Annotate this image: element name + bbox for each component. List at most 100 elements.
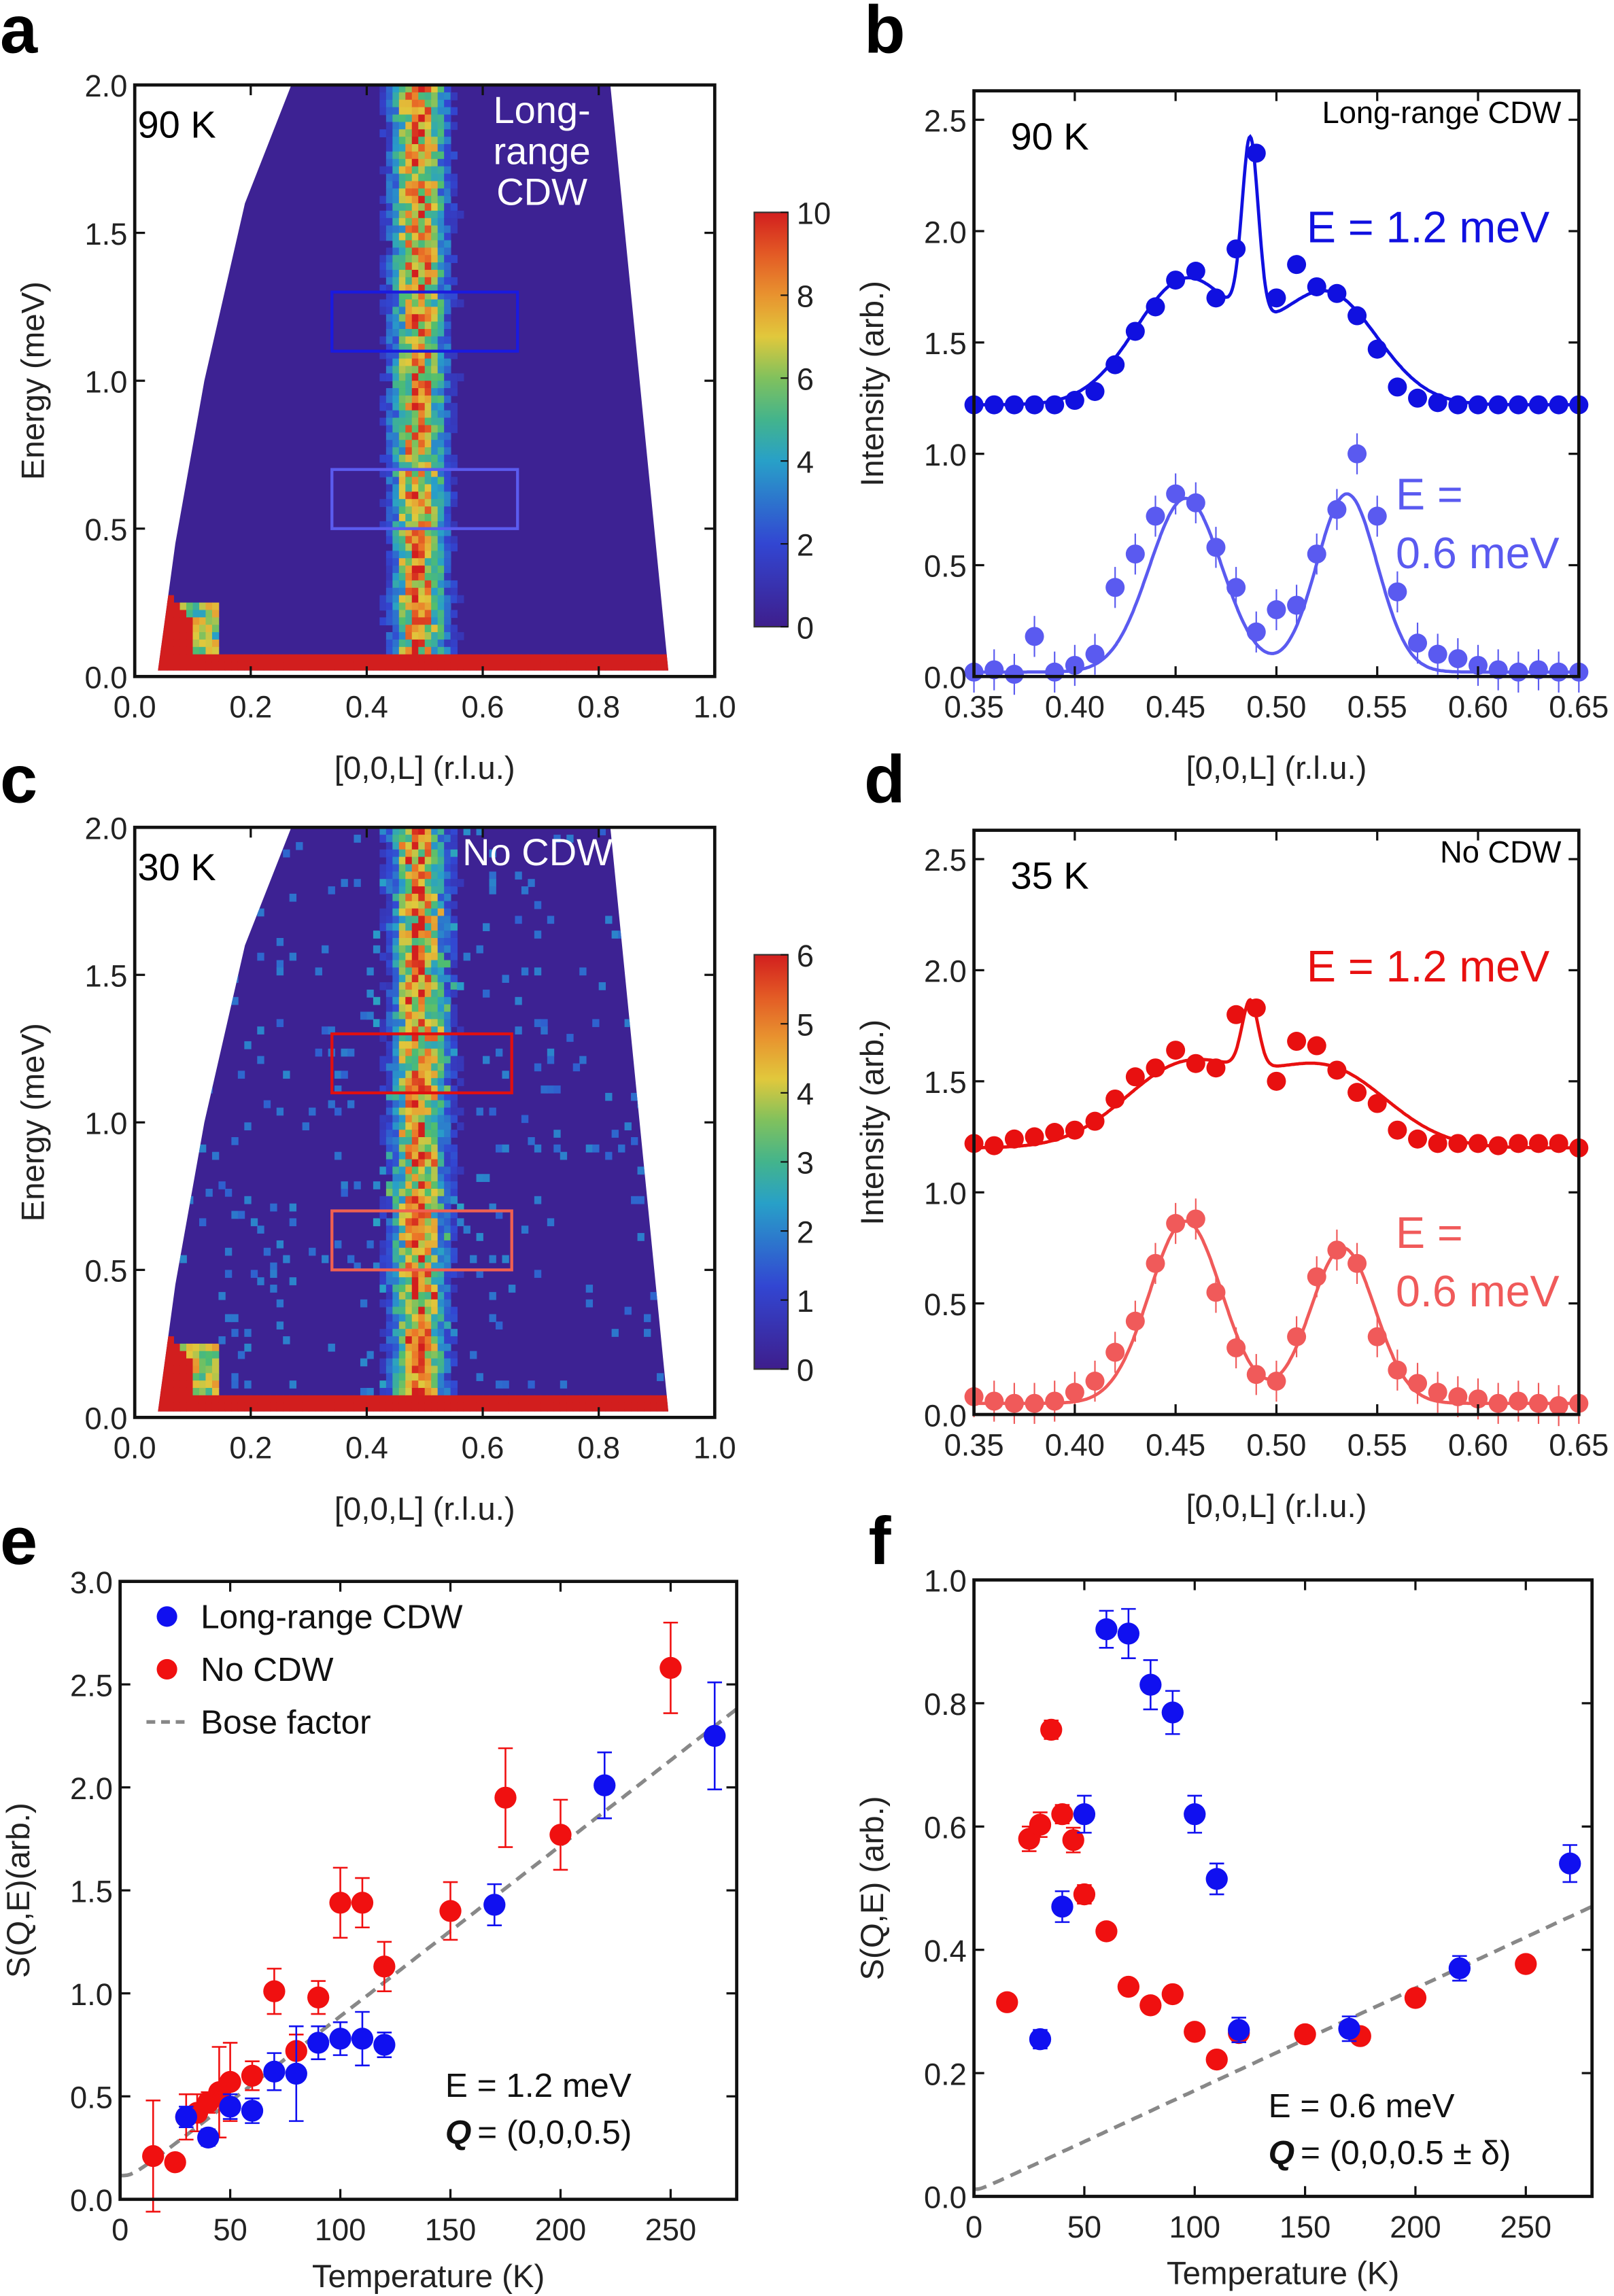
heatmap-cell bbox=[437, 462, 445, 470]
heatmap-cell bbox=[418, 573, 426, 581]
heatmap-cell bbox=[585, 661, 594, 670]
heatmap-cell bbox=[379, 262, 387, 271]
heatmap-cell bbox=[405, 329, 413, 337]
heatmap-cell bbox=[444, 1314, 451, 1323]
heatmap-cell bbox=[540, 1026, 548, 1034]
heatmap-cell bbox=[450, 1336, 458, 1344]
heatmap-cell bbox=[496, 1048, 503, 1057]
heatmap-cell bbox=[534, 1395, 542, 1404]
heatmap-cell bbox=[405, 166, 413, 175]
heatmap-cell bbox=[663, 1402, 669, 1411]
heatmap-cell bbox=[618, 849, 625, 858]
heatmap-cell bbox=[167, 1130, 174, 1138]
heatmap-cell bbox=[405, 923, 413, 932]
data-point bbox=[1509, 395, 1528, 415]
heatmap-cell bbox=[450, 107, 458, 116]
heatmap-cell bbox=[392, 1203, 400, 1212]
heatmap-cell bbox=[392, 210, 400, 219]
heatmap-cell bbox=[405, 469, 413, 478]
heatmap-cell bbox=[424, 945, 432, 954]
heatmap-cell bbox=[379, 1115, 387, 1124]
heatmap-cell bbox=[656, 1151, 664, 1160]
heatmap-cell bbox=[431, 521, 439, 529]
heatmap-cell bbox=[431, 402, 439, 411]
data-point bbox=[1226, 1005, 1246, 1024]
heatmap-cell bbox=[211, 1402, 220, 1411]
heatmap-cell bbox=[199, 646, 207, 655]
heatmap-cell bbox=[392, 528, 400, 537]
heatmap-cell bbox=[431, 558, 439, 567]
heatmap-cell bbox=[289, 1218, 297, 1227]
heatmap-cell bbox=[385, 1078, 394, 1086]
heatmap-cell bbox=[470, 1351, 477, 1359]
heatmap-cell bbox=[444, 602, 451, 611]
heatmap-cell bbox=[444, 358, 451, 367]
heatmap-cell bbox=[502, 1402, 509, 1411]
heatmap-cell bbox=[437, 122, 445, 131]
heatmap-cell bbox=[360, 1387, 368, 1396]
heatmap-cell bbox=[270, 1270, 277, 1279]
heatmap-cell bbox=[199, 661, 207, 670]
heatmap-cell bbox=[392, 856, 400, 865]
data-point bbox=[219, 2070, 241, 2093]
heatmap-cell bbox=[450, 1174, 458, 1182]
heatmap-cell bbox=[398, 188, 407, 197]
heatmap-cell bbox=[411, 314, 419, 322]
heatmap-cell bbox=[405, 1366, 413, 1374]
heatmap-cell bbox=[392, 440, 400, 448]
heatmap-cell bbox=[392, 395, 400, 404]
heatmap-cell bbox=[398, 114, 407, 123]
heatmap-cell bbox=[379, 602, 387, 611]
heatmap-cell bbox=[457, 1166, 464, 1175]
heatmap-cell bbox=[379, 284, 387, 293]
heatmap-cell bbox=[411, 432, 419, 441]
heatmap-cell bbox=[385, 1085, 394, 1094]
heatmap-cell bbox=[444, 1247, 451, 1256]
heatmap-cell bbox=[141, 640, 148, 648]
data-point bbox=[1095, 1618, 1118, 1641]
heatmap-cell bbox=[489, 1291, 496, 1300]
heatmap-cell bbox=[405, 632, 413, 640]
heatmap-cell bbox=[192, 1410, 200, 1412]
heatmap-cell bbox=[631, 1092, 638, 1101]
heatmap-cell bbox=[158, 908, 161, 917]
heatmap-cell bbox=[186, 646, 194, 655]
heatmap-cell bbox=[450, 937, 458, 946]
heatmap-cell bbox=[502, 1144, 509, 1153]
data-point bbox=[1388, 377, 1407, 397]
data-point bbox=[1408, 1374, 1428, 1393]
heatmap-cell bbox=[411, 827, 419, 835]
heatmap-cell bbox=[231, 996, 239, 1005]
data-point bbox=[1287, 255, 1307, 275]
heatmap-cell bbox=[405, 1358, 413, 1367]
heatmap-cell bbox=[398, 1351, 407, 1359]
heatmap-cell bbox=[560, 1380, 568, 1389]
heatmap-cell bbox=[424, 1151, 432, 1160]
data-point bbox=[1338, 2017, 1360, 2040]
heatmap-cell bbox=[663, 654, 669, 663]
heatmap-cell bbox=[411, 1071, 419, 1079]
heatmap-cell bbox=[385, 1166, 394, 1175]
heatmap-cell bbox=[141, 580, 148, 589]
data-point bbox=[1045, 1123, 1065, 1143]
heatmap-cell bbox=[418, 1380, 426, 1389]
heatmap-cell bbox=[289, 1410, 297, 1412]
heatmap-cell bbox=[411, 210, 419, 219]
heatmap-cell bbox=[398, 1203, 407, 1212]
heatmap-cell bbox=[385, 402, 394, 411]
data-point bbox=[1139, 1994, 1162, 2017]
heatmap-cell bbox=[418, 1358, 426, 1367]
heatmap-cell bbox=[683, 1395, 689, 1404]
heatmap-cell bbox=[444, 1085, 451, 1094]
series-label: E = 1.2 meV bbox=[1307, 942, 1549, 991]
heatmap-cell bbox=[515, 871, 522, 880]
heatmap-cell bbox=[411, 587, 419, 596]
heatmap-cell bbox=[405, 440, 413, 448]
heatmap-cell bbox=[702, 1292, 708, 1300]
heatmap-cell bbox=[424, 1402, 432, 1411]
heatmap-cell bbox=[605, 669, 613, 671]
heatmap-cell bbox=[379, 827, 387, 835]
heatmap-cell bbox=[644, 1395, 651, 1404]
heatmap-cell bbox=[405, 173, 413, 182]
heatmap-cell bbox=[392, 151, 400, 160]
